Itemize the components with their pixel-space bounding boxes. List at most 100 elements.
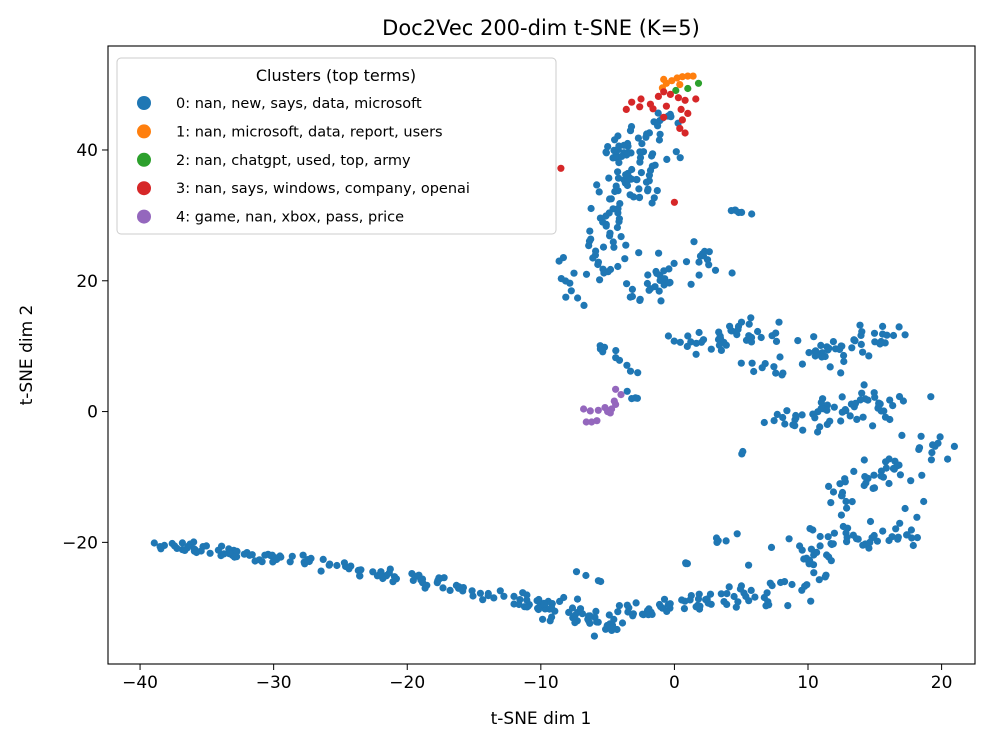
legend-box — [116, 57, 557, 235]
data-point-cluster-0 — [620, 141, 628, 149]
data-point-cluster-0 — [789, 421, 797, 429]
data-point-cluster-0 — [812, 349, 821, 357]
data-point-cluster-1 — [678, 73, 687, 81]
data-point-cluster-0 — [676, 338, 684, 346]
data-point-cluster-0 — [707, 345, 715, 353]
data-point-cluster-0 — [768, 582, 776, 590]
legend-label-4: 4: game, nan, xbox, pass, price — [176, 210, 404, 226]
x-tick-label: −30 — [256, 673, 292, 693]
data-point-cluster-0 — [413, 572, 421, 580]
data-point-cluster-0 — [745, 320, 753, 328]
data-point-cluster-0 — [825, 482, 833, 490]
y-tick-label: 20 — [76, 272, 98, 292]
data-point-cluster-0 — [535, 595, 543, 604]
data-point-cluster-0 — [907, 526, 916, 534]
data-point-cluster-0 — [548, 604, 556, 612]
data-point-cluster-0 — [240, 550, 248, 558]
data-point-cluster-0 — [824, 533, 832, 541]
data-point-cluster-0 — [870, 484, 879, 492]
data-point-cluster-0 — [705, 248, 713, 256]
data-point-cluster-0 — [827, 499, 835, 507]
data-point-cluster-0 — [605, 611, 613, 619]
data-point-cluster-0 — [573, 595, 582, 603]
data-point-cluster-0 — [779, 369, 787, 377]
data-point-cluster-0 — [304, 556, 312, 564]
data-point-cluster-0 — [770, 417, 778, 425]
data-point-cluster-0 — [857, 340, 865, 348]
data-point-cluster-0 — [644, 611, 653, 619]
data-point-cluster-0 — [605, 174, 613, 182]
data-point-cluster-0 — [809, 561, 818, 569]
data-point-cluster-3 — [674, 94, 683, 102]
data-point-cluster-0 — [859, 413, 867, 421]
data-point-cluster-0 — [580, 301, 588, 309]
data-point-cluster-0 — [836, 480, 844, 488]
data-point-cluster-0 — [261, 551, 269, 559]
data-point-cluster-0 — [645, 286, 653, 294]
data-point-cluster-0 — [725, 583, 733, 591]
data-point-cluster-0 — [711, 266, 720, 274]
data-point-cluster-3 — [636, 103, 644, 111]
data-point-cluster-0 — [459, 587, 467, 595]
data-point-cluster-0 — [896, 471, 905, 479]
data-point-cluster-0 — [798, 586, 806, 594]
data-point-cluster-3 — [676, 124, 684, 132]
data-point-cluster-0 — [615, 215, 624, 223]
data-point-cluster-1 — [684, 72, 692, 80]
data-point-cluster-0 — [842, 497, 850, 506]
data-point-cluster-0 — [603, 621, 611, 630]
data-point-cluster-0 — [476, 589, 484, 597]
data-point-cluster-0 — [614, 174, 623, 182]
data-point-cluster-3 — [681, 96, 689, 104]
data-point-cluster-0 — [838, 393, 846, 401]
data-point-cluster-0 — [233, 547, 241, 556]
data-point-cluster-3 — [666, 90, 675, 98]
data-point-cluster-0 — [645, 177, 653, 185]
data-point-cluster-0 — [636, 158, 644, 166]
data-point-cluster-0 — [775, 318, 783, 326]
data-point-cluster-0 — [515, 600, 523, 609]
data-point-cluster-0 — [843, 504, 851, 512]
data-point-cluster-0 — [661, 275, 669, 283]
data-point-cluster-0 — [814, 428, 822, 436]
data-point-cluster-0 — [654, 122, 662, 130]
data-point-cluster-0 — [866, 517, 875, 526]
data-point-cluster-3 — [649, 105, 657, 113]
data-point-cluster-0 — [664, 601, 672, 609]
data-point-cluster-0 — [439, 584, 447, 592]
data-point-cluster-0 — [807, 545, 816, 553]
data-point-cluster-0 — [823, 406, 831, 414]
data-point-cluster-0 — [821, 573, 829, 581]
legend-label-2: 2: nan, chatgpt, used, top, army — [176, 153, 411, 169]
data-point-cluster-0 — [703, 256, 712, 264]
data-point-cluster-0 — [614, 168, 622, 176]
data-point-cluster-0 — [885, 479, 893, 488]
legend-marker-1 — [137, 124, 151, 139]
data-point-cluster-0 — [643, 130, 651, 138]
legend-marker-3 — [137, 181, 151, 196]
data-point-cluster-0 — [643, 279, 652, 288]
data-point-cluster-0 — [634, 134, 643, 142]
data-point-cluster-0 — [687, 592, 695, 600]
data-point-cluster-0 — [680, 605, 689, 613]
data-point-cluster-2 — [694, 79, 703, 87]
data-point-cluster-0 — [798, 360, 807, 368]
data-point-cluster-0 — [694, 595, 703, 603]
data-point-cluster-3 — [670, 198, 679, 206]
data-point-cluster-0 — [684, 332, 692, 340]
data-point-cluster-0 — [220, 550, 228, 558]
data-point-cluster-0 — [490, 594, 498, 602]
data-point-cluster-0 — [665, 279, 673, 287]
data-point-cluster-0 — [655, 136, 664, 144]
data-point-cluster-0 — [440, 574, 448, 582]
data-point-cluster-0 — [333, 561, 341, 570]
data-point-cluster-2 — [672, 86, 680, 95]
data-point-cluster-4 — [580, 405, 588, 413]
plot-frame — [107, 45, 976, 665]
data-point-cluster-0 — [934, 439, 942, 447]
data-point-cluster-0 — [830, 403, 838, 411]
data-point-cluster-0 — [609, 238, 617, 246]
data-point-cluster-0 — [856, 321, 864, 329]
legend-entries: 0: nan, new, says, data, microsoft 1: nan… — [137, 96, 470, 226]
data-point-cluster-0 — [389, 578, 397, 586]
